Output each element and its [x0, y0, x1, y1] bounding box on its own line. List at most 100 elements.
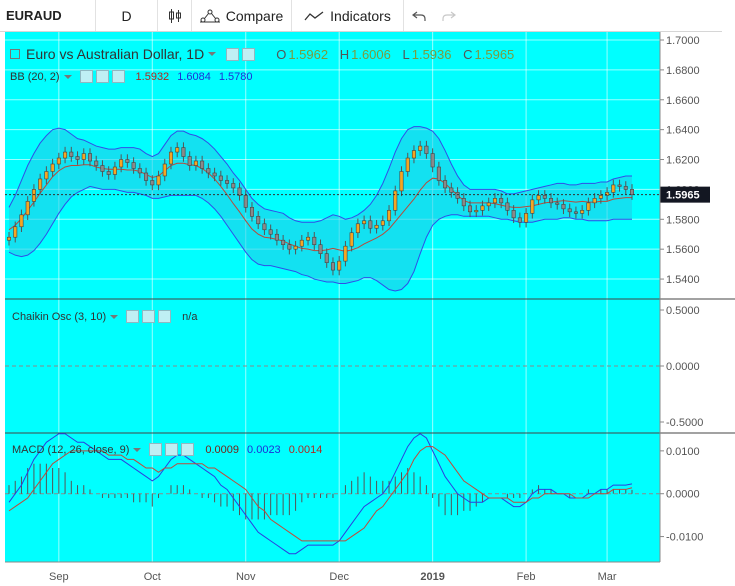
chevron-down-icon[interactable] — [133, 447, 142, 452]
candle-body — [243, 195, 248, 208]
chevron-down-icon[interactable] — [63, 74, 72, 79]
chart-area[interactable]: 1.70001.68001.66001.64001.62001.60001.58… — [0, 32, 735, 586]
close-icon[interactable] — [181, 443, 195, 456]
candle-body — [411, 150, 416, 159]
indicators-icon — [304, 9, 324, 23]
candle-body — [536, 195, 541, 201]
candle-body — [324, 253, 329, 263]
time-axis-background — [0, 562, 660, 586]
series-buttons — [222, 47, 258, 61]
settings-icon[interactable] — [242, 47, 256, 61]
settings-icon[interactable] — [95, 70, 109, 83]
symbol-search[interactable]: EURAUD — [0, 0, 96, 31]
candle-body — [368, 220, 373, 229]
interval-label: D — [121, 7, 132, 24]
compare-icon — [199, 8, 220, 24]
chart-canvas[interactable]: 1.70001.68001.66001.64001.62001.60001.58… — [0, 32, 735, 586]
candle-body — [480, 205, 485, 211]
close-icon[interactable] — [111, 70, 125, 83]
candle-body — [268, 229, 273, 235]
price-tick-label: 1.6800 — [666, 65, 700, 77]
candle-body — [393, 190, 398, 211]
candle-body — [598, 195, 603, 199]
redo-button[interactable] — [434, 0, 464, 31]
candle-body — [455, 192, 460, 199]
candle-body — [573, 211, 578, 214]
open-key: O — [276, 46, 287, 62]
chart-style-button[interactable] — [158, 0, 192, 31]
time-tick-label: Oct — [144, 571, 161, 583]
candle-body — [31, 189, 36, 202]
open-value: 1.5962 — [288, 46, 329, 62]
chevron-down-icon[interactable] — [110, 314, 119, 319]
candle-body — [119, 159, 124, 168]
chevron-down-icon[interactable] — [208, 52, 217, 56]
candle-body — [430, 153, 435, 168]
compare-button[interactable]: Compare — [192, 0, 292, 31]
close-icon[interactable] — [158, 310, 172, 323]
symbol-label: EURAUD — [6, 8, 62, 23]
candle-body — [100, 165, 105, 172]
candle-body — [530, 199, 535, 214]
candle-body — [443, 180, 448, 189]
chaikin-legend: Chaikin Osc (3, 10) n/a — [12, 310, 197, 323]
settings-icon[interactable] — [142, 310, 156, 323]
bb-lower-line — [8, 185, 632, 292]
compare-label: Compare — [225, 7, 284, 24]
candle-body — [623, 186, 628, 190]
candle-body — [524, 213, 529, 223]
price-tick-label: 1.5400 — [666, 274, 700, 286]
chaikin-tick-label: -0.5000 — [666, 417, 703, 429]
candle-body — [355, 223, 360, 234]
candle-body — [168, 151, 173, 165]
candle-body — [38, 178, 43, 190]
candle-body — [605, 192, 610, 196]
candle-body — [231, 183, 236, 189]
macd-tick-label: -0.0100 — [666, 532, 703, 544]
last-price-badge — [660, 186, 710, 203]
settings-icon[interactable] — [165, 443, 179, 456]
bb-basis-value: 1.5932 — [135, 70, 170, 83]
candle-body — [630, 189, 634, 195]
candle-body — [461, 198, 466, 207]
eye-icon[interactable] — [149, 443, 163, 456]
chaikin-label: Chaikin Osc (3, 10) — [12, 310, 107, 323]
candle-body — [7, 236, 11, 241]
candle-body — [225, 180, 230, 184]
candle-body — [56, 157, 61, 165]
last-price-label: 1.5965 — [666, 190, 700, 202]
candles-icon — [168, 8, 182, 24]
close-key: C — [463, 46, 473, 62]
high-value: 1.6006 — [351, 46, 391, 62]
candle-body — [561, 204, 566, 210]
candle-body — [274, 233, 279, 241]
indicators-button[interactable]: Indicators — [292, 0, 404, 31]
macd-tick-label: 0.0100 — [666, 446, 700, 458]
candle-body — [293, 245, 298, 250]
candle-body — [542, 195, 547, 199]
candle-body — [106, 171, 111, 175]
candle-body — [69, 151, 74, 157]
candle-body — [81, 153, 86, 160]
candle-body — [256, 216, 261, 225]
candle-body — [511, 210, 516, 219]
candle-body — [150, 180, 155, 186]
undo-button[interactable] — [404, 0, 434, 31]
bb-lower-value: 1.5780 — [218, 70, 253, 83]
candle-body — [187, 156, 192, 166]
price-tick-label: 1.6600 — [666, 95, 700, 107]
candle-body — [418, 145, 423, 151]
undo-icon — [412, 10, 426, 22]
eye-icon[interactable] — [226, 47, 240, 61]
low-value: 1.5936 — [411, 46, 452, 62]
interval-button[interactable]: D — [96, 0, 158, 31]
candle-body — [25, 201, 30, 216]
macd-line — [8, 433, 633, 555]
candle-body — [555, 202, 560, 205]
collapse-legend-icon[interactable] — [10, 49, 20, 59]
candle-body — [306, 236, 311, 241]
candle-body — [262, 223, 267, 231]
candle-body — [318, 244, 323, 254]
eye-icon[interactable] — [79, 70, 93, 83]
eye-icon[interactable] — [126, 310, 140, 323]
